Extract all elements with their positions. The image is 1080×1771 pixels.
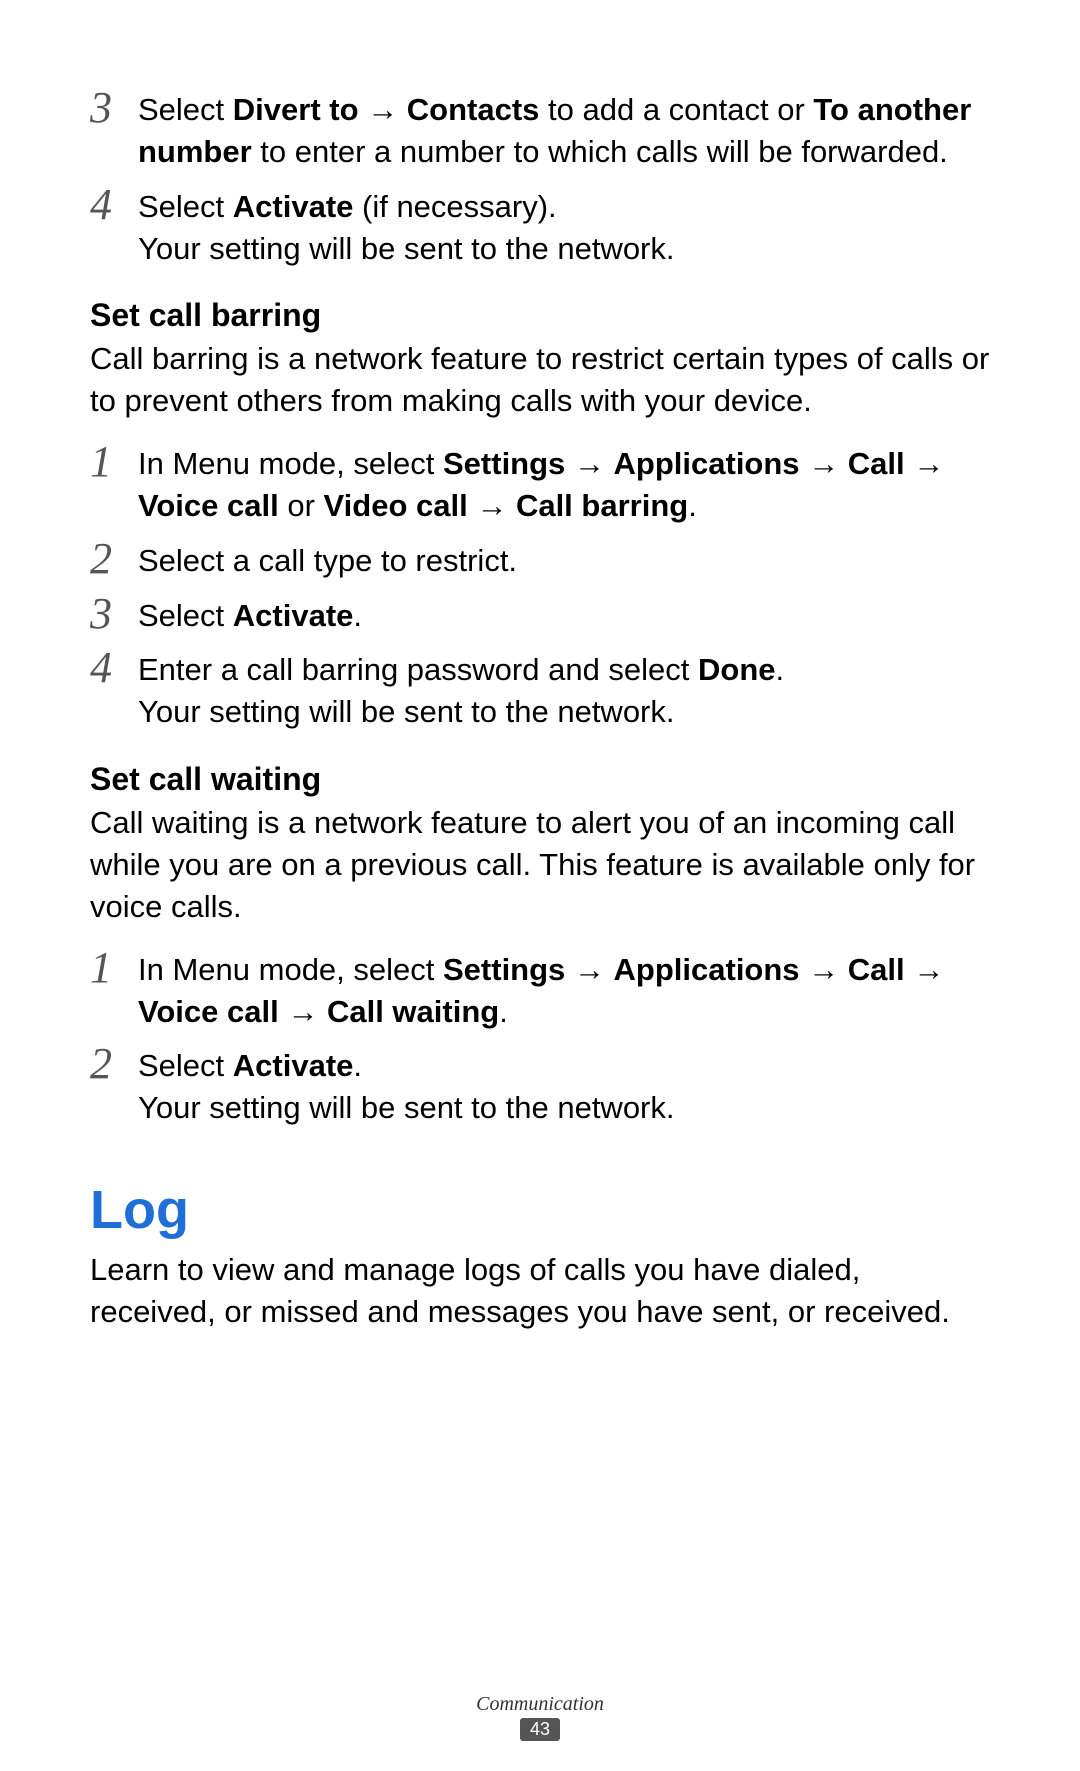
- step-item: 4Select Activate (if necessary).Your set…: [90, 183, 990, 270]
- subheading-call-waiting: Set call waiting: [90, 761, 990, 798]
- page-content: 3Select Divert to → Contacts to add a co…: [0, 0, 1080, 1333]
- heading-log: Log: [90, 1179, 990, 1241]
- step-number: 1: [90, 946, 138, 990]
- step-text: Select Activate.Your setting will be sen…: [138, 1042, 990, 1129]
- subheading-call-barring: Set call barring: [90, 297, 990, 334]
- steps-call-waiting: 1In Menu mode, select Settings → Applica…: [90, 946, 990, 1129]
- step-number: 3: [90, 592, 138, 636]
- top-steps: 3Select Divert to → Contacts to add a co…: [90, 86, 990, 269]
- step-text: Select Divert to → Contacts to add a con…: [138, 86, 990, 173]
- step-text: Enter a call barring password and select…: [138, 646, 990, 733]
- page-footer: Communication 43: [0, 1693, 1080, 1741]
- step-item: 2Select Activate.Your setting will be se…: [90, 1042, 990, 1129]
- step-text: In Menu mode, select Settings → Applicat…: [138, 440, 990, 527]
- paragraph-log-intro: Learn to view and manage logs of calls y…: [90, 1249, 990, 1333]
- step-number: 2: [90, 537, 138, 581]
- step-item: 1In Menu mode, select Settings → Applica…: [90, 440, 990, 527]
- step-item: 4Enter a call barring password and selec…: [90, 646, 990, 733]
- step-item: 1In Menu mode, select Settings → Applica…: [90, 946, 990, 1033]
- step-number: 3: [90, 86, 138, 130]
- step-item: 2Select a call type to restrict.: [90, 537, 990, 582]
- step-item: 3Select Activate.: [90, 592, 990, 637]
- step-number: 4: [90, 183, 138, 227]
- footer-section-label: Communication: [0, 1693, 1080, 1716]
- paragraph-call-barring-intro: Call barring is a network feature to res…: [90, 338, 990, 422]
- step-number: 2: [90, 1042, 138, 1086]
- step-text: Select a call type to restrict.: [138, 537, 990, 582]
- steps-call-barring: 1In Menu mode, select Settings → Applica…: [90, 440, 990, 733]
- step-number: 1: [90, 440, 138, 484]
- step-text: Select Activate.: [138, 592, 990, 637]
- step-item: 3Select Divert to → Contacts to add a co…: [90, 86, 990, 173]
- page-number-badge: 43: [520, 1718, 560, 1741]
- step-text: Select Activate (if necessary).Your sett…: [138, 183, 990, 270]
- step-number: 4: [90, 646, 138, 690]
- step-text: In Menu mode, select Settings → Applicat…: [138, 946, 990, 1033]
- paragraph-call-waiting-intro: Call waiting is a network feature to ale…: [90, 802, 990, 928]
